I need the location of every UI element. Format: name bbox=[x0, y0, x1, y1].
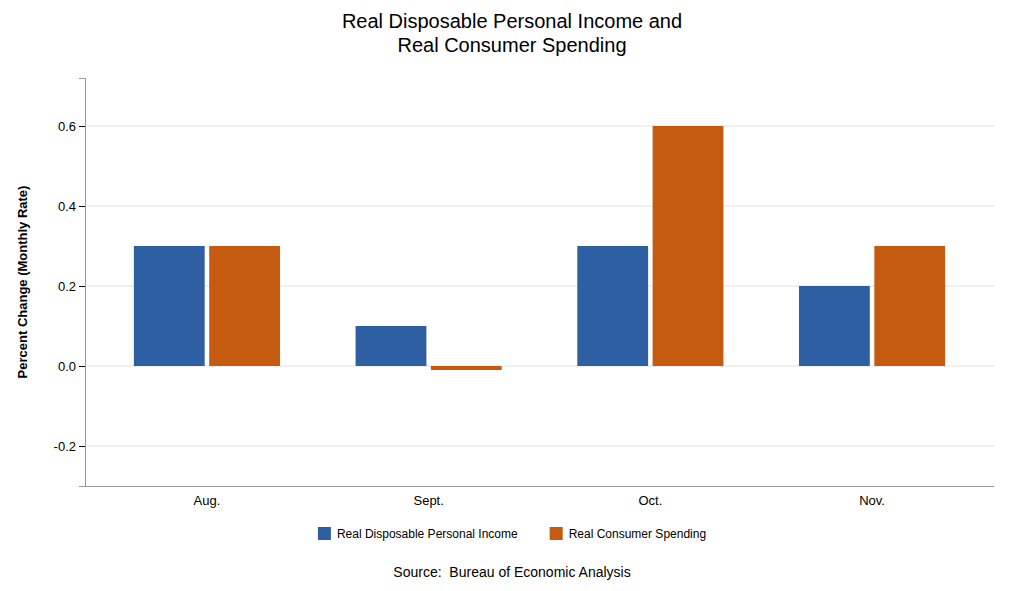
y-tick: 0.4 bbox=[58, 199, 85, 214]
y-tick-mark bbox=[79, 126, 85, 127]
grid-line bbox=[85, 206, 994, 207]
x-tick: Oct. bbox=[638, 486, 662, 508]
y-tick-label: 0.0 bbox=[58, 359, 76, 374]
x-tick-label: Nov. bbox=[859, 493, 885, 508]
x-axis-line bbox=[86, 486, 995, 487]
x-tick: Nov. bbox=[859, 486, 885, 508]
legend-label: Real Consumer Spending bbox=[569, 527, 706, 541]
legend-swatch bbox=[318, 527, 331, 540]
title-line: Real Consumer Spending bbox=[397, 34, 626, 56]
bar bbox=[209, 246, 280, 366]
legend: Real Disposable Personal Income Real Cons… bbox=[318, 527, 706, 541]
legend-label: Real Disposable Personal Income bbox=[337, 527, 518, 541]
y-tick-mark bbox=[79, 286, 85, 287]
y-tick-label: 0.4 bbox=[58, 199, 76, 214]
y-axis: -0.2 0.0 0.2 0.4 0.6 bbox=[54, 79, 86, 487]
x-tick: Aug. bbox=[194, 486, 221, 508]
legend-item: Real Consumer Spending bbox=[550, 527, 706, 541]
title: Real Disposable Personal Income andReal … bbox=[342, 10, 682, 56]
bar bbox=[653, 126, 724, 366]
bar-series bbox=[209, 126, 945, 370]
bar bbox=[356, 326, 427, 366]
y-axis-line bbox=[79, 79, 86, 487]
bar-series bbox=[134, 246, 870, 366]
x-tick-label: Aug. bbox=[194, 493, 221, 508]
chart-container: -0.2 0.0 0.2 0.4 0.6 Aug. Sept. Oct. Nov. Percent… bbox=[0, 0, 1024, 591]
x-tick-label: Sept. bbox=[413, 493, 443, 508]
legend-item: Real Disposable Personal Income bbox=[318, 527, 518, 541]
grid-line bbox=[85, 126, 994, 127]
y-tick-mark bbox=[79, 206, 85, 207]
annotation: Source: Bureau of Economic Analysis bbox=[393, 564, 630, 580]
title-line: Real Disposable Personal Income and bbox=[342, 10, 682, 32]
bar bbox=[577, 246, 648, 366]
legend-swatch bbox=[550, 527, 563, 540]
y-tick: 0.2 bbox=[58, 279, 85, 294]
x-tick: Sept. bbox=[413, 486, 443, 508]
y-axis-title: Percent Change (Monthly Rate) bbox=[15, 186, 30, 379]
y-tick: 0.0 bbox=[58, 359, 85, 374]
y-tick: 0.6 bbox=[58, 119, 85, 134]
chart-svg: -0.2 0.0 0.2 0.4 0.6 Aug. Sept. Oct. Nov. Percent… bbox=[0, 0, 1024, 591]
grid bbox=[85, 126, 994, 446]
bar bbox=[431, 366, 502, 370]
y-tick-label: 0.6 bbox=[58, 119, 76, 134]
y-tick-label: 0.2 bbox=[58, 279, 76, 294]
plot-area: -0.2 0.0 0.2 0.4 0.6 Aug. Sept. Oct. Nov. Percent… bbox=[15, 79, 995, 509]
bar bbox=[134, 246, 205, 366]
x-tick-label: Oct. bbox=[638, 493, 662, 508]
y-tick-label: -0.2 bbox=[54, 439, 76, 454]
bar bbox=[799, 286, 870, 366]
y-tick-mark bbox=[79, 366, 85, 367]
bars bbox=[134, 126, 945, 370]
grid-line bbox=[85, 446, 994, 447]
y-tick-mark bbox=[79, 446, 85, 447]
y-tick: -0.2 bbox=[54, 439, 85, 454]
x-axis: Aug. Sept. Oct. Nov. bbox=[86, 486, 995, 508]
bar bbox=[874, 246, 945, 366]
